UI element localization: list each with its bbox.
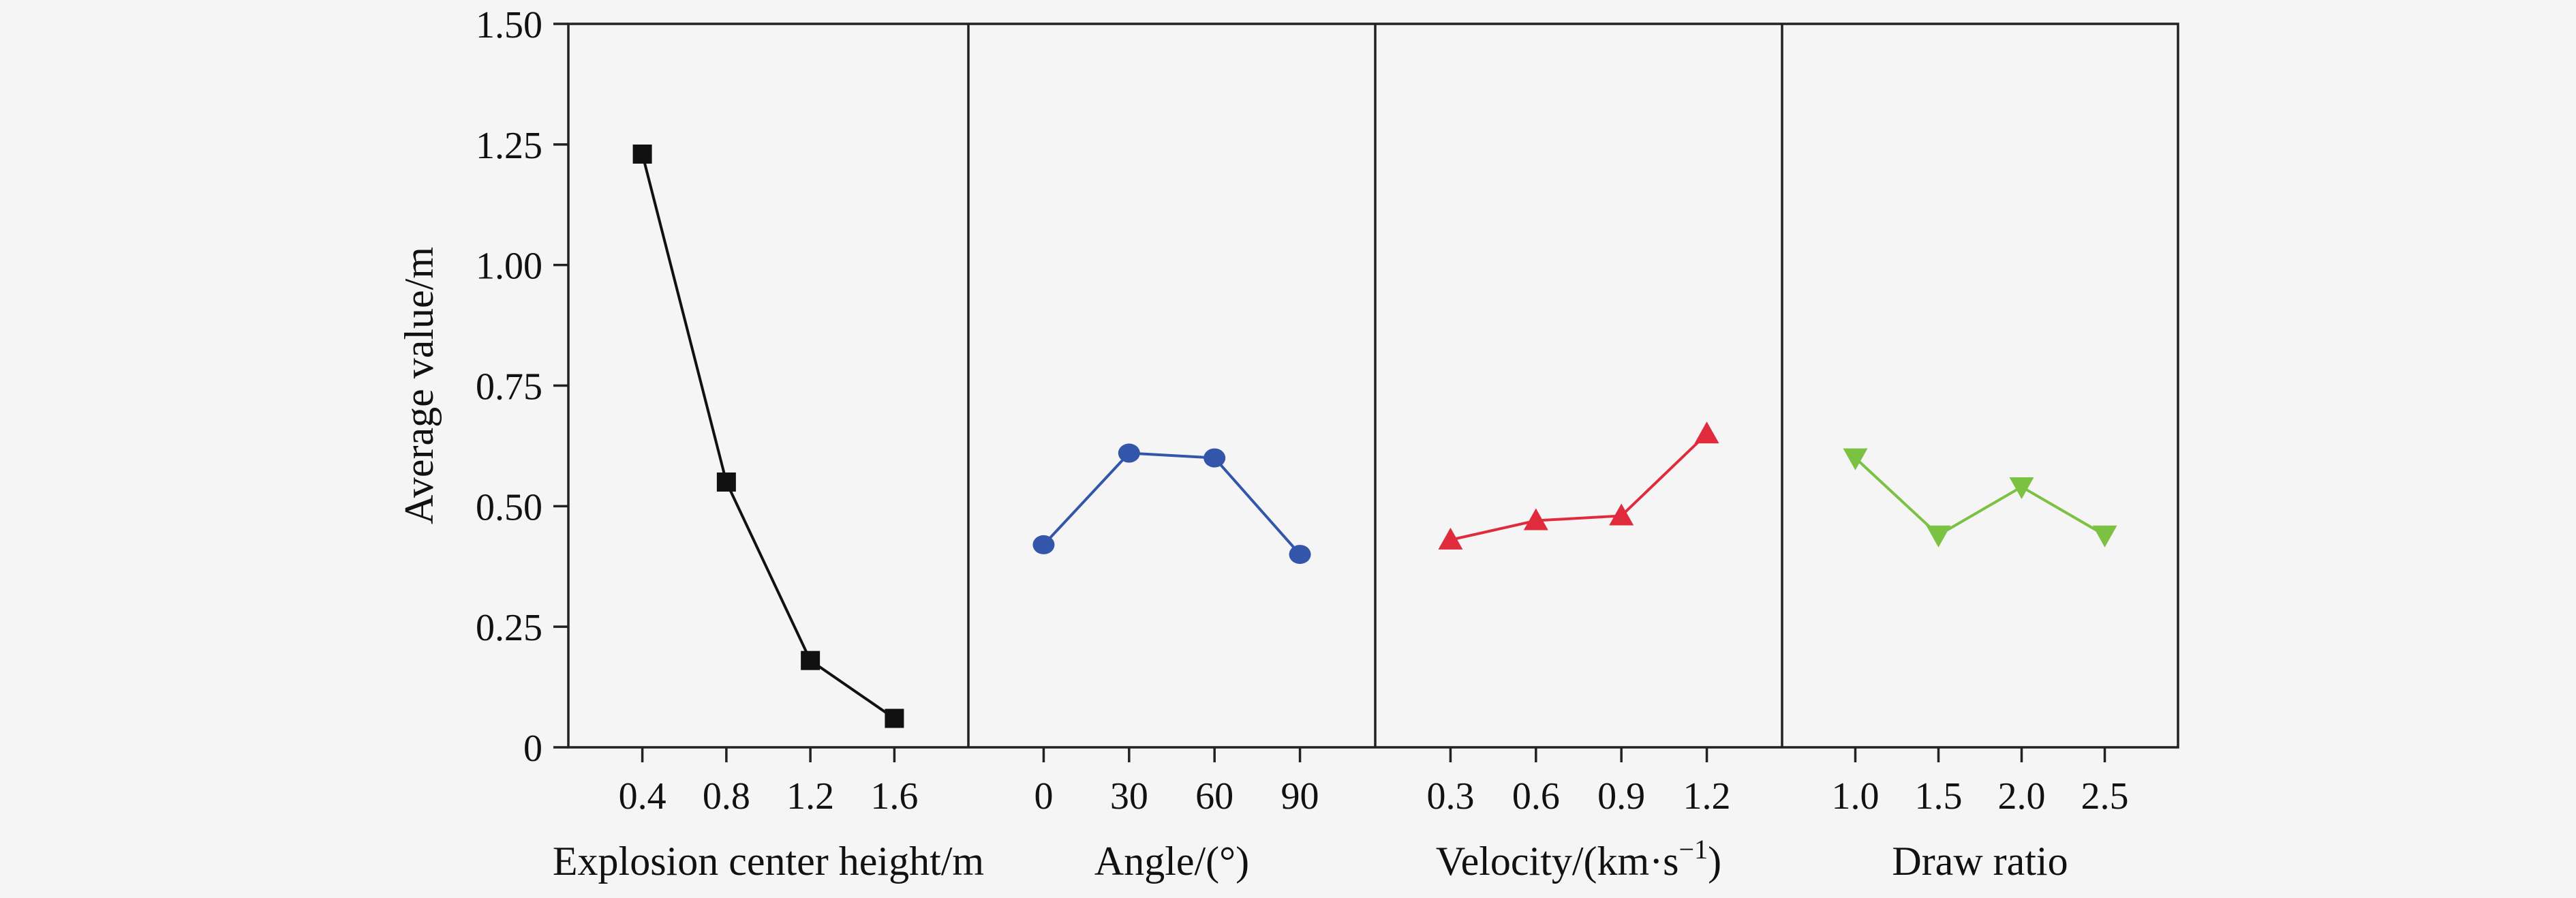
x-axis-title-1: Explosion center height/m	[553, 839, 984, 884]
y-tick-label: 0	[523, 728, 542, 770]
x-tick-label: 1.6	[870, 775, 918, 818]
x-tick-label: 1.2	[786, 775, 834, 818]
series-line-1	[641, 153, 895, 720]
y-tick-label: 1.00	[476, 245, 542, 288]
x-tick-label: 2.5	[2081, 775, 2129, 818]
x-tick-label: 0.8	[703, 775, 750, 818]
data-point	[1523, 508, 1548, 530]
series-line-4	[1854, 457, 2106, 537]
axis-ticks	[553, 23, 2106, 762]
x-tick-label: 0.4	[619, 775, 666, 818]
y-tick-label: 0.50	[476, 486, 542, 528]
x-tick-label: 30	[1110, 775, 1148, 818]
x-tick-label: 2.0	[1998, 775, 2046, 818]
data-point	[1203, 448, 1226, 468]
x-tick-label: 1.2	[1683, 775, 1731, 818]
superscript: −1	[1679, 834, 1708, 865]
series-line-2	[1042, 451, 1302, 556]
x-axis-title-4: Draw ratio	[1892, 839, 2068, 884]
data-point	[801, 650, 821, 670]
y-tick-label: 0.25	[476, 607, 542, 649]
suffix: )	[1708, 839, 1721, 884]
data-point	[632, 144, 652, 164]
data-point	[1438, 527, 1463, 550]
data-point	[1032, 535, 1055, 554]
x-tick-label: 0.6	[1512, 775, 1560, 818]
x-axis-title-3: Velocity/(km·s−1)	[1436, 834, 1721, 884]
y-tick-label: 1.25	[476, 125, 542, 167]
data-point	[1118, 443, 1140, 463]
data-point	[1289, 545, 1311, 565]
data-point	[1926, 525, 1951, 548]
y-tick-label: 1.50	[476, 4, 542, 46]
x-tick-label: 0.9	[1597, 775, 1645, 818]
x-tick-label: 1.5	[1914, 775, 1962, 818]
data-point	[716, 472, 736, 492]
data-point	[885, 708, 904, 728]
series-line-3	[1450, 432, 1708, 541]
y-tick-label: 0.75	[476, 366, 542, 408]
y-axis-title: Average value/m	[397, 247, 442, 524]
data-point	[2092, 525, 2117, 548]
x-tick-label: 90	[1281, 775, 1319, 818]
data-point	[1694, 421, 1719, 444]
data-point	[1609, 503, 1634, 526]
series-layer	[632, 144, 2117, 728]
data-point	[1843, 448, 1868, 470]
x-axis-title-2: Angle/(°)	[1094, 839, 1249, 884]
x-tick-label: 60	[1195, 775, 1233, 818]
x-tick-label: 0.3	[1426, 775, 1474, 818]
x-tick-label: 0	[1034, 775, 1053, 818]
x-tick-label: 1.0	[1831, 775, 1879, 818]
data-point	[2009, 477, 2034, 500]
